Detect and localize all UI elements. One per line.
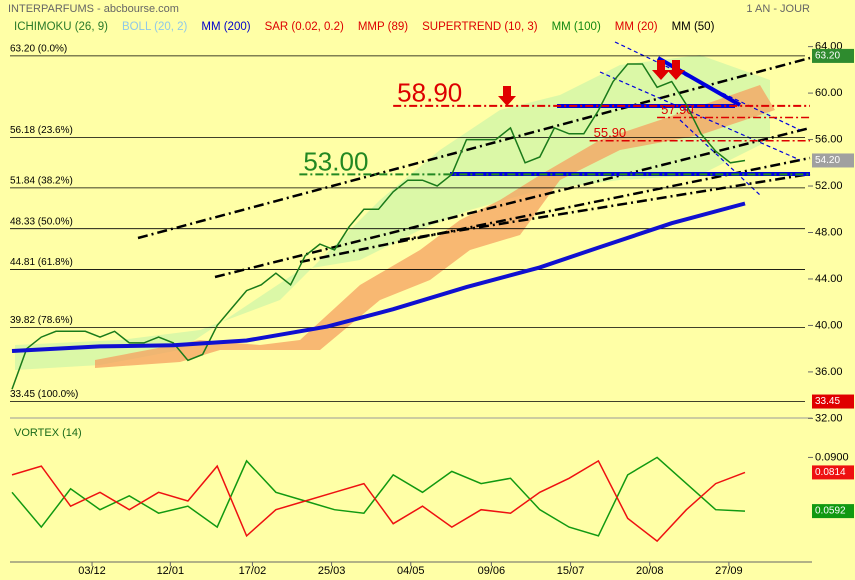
annotation-label: 55.90 xyxy=(594,125,627,140)
series-line xyxy=(11,459,746,543)
x-tick-label: 27/09 xyxy=(715,565,743,577)
x-tick-label: 12/01 xyxy=(157,565,185,577)
channel-lines xyxy=(599,41,801,196)
legend-entry: SAR (0.02, 0.2) xyxy=(265,21,344,33)
y-tick-label: 0.0900 xyxy=(815,451,849,463)
series-line xyxy=(11,201,746,353)
level-label: 33.45 (100.0%) xyxy=(10,389,78,400)
period: 1 AN - JOUR xyxy=(746,3,810,15)
y-tick-label: 56.00 xyxy=(815,133,843,145)
annotation-label: 58.90 xyxy=(397,78,462,108)
legend-entry: MM (100) xyxy=(552,21,601,33)
x-tick-label: 03/12 xyxy=(78,565,106,577)
annotation-label: 57.90 xyxy=(661,102,694,117)
legend-entry: BOLL (20, 2) xyxy=(122,21,188,33)
last-value-box xyxy=(812,504,854,519)
legend-entry: ICHIMOKU (26, 9) xyxy=(14,21,108,33)
level-label: 56.18 (23.6%) xyxy=(10,125,73,136)
y-tick-label: 36.00 xyxy=(815,366,843,378)
x-tick-label: 25/03 xyxy=(318,565,346,577)
legend-entry: MMP (89) xyxy=(358,21,408,33)
annotation-label: 53.00 xyxy=(303,146,368,176)
price-box-label: 63.20 xyxy=(815,51,840,62)
y-tick-label: 60.00 xyxy=(815,87,843,99)
legend-entry: MM (20) xyxy=(615,21,658,33)
last-value-label: 0.0592 xyxy=(815,506,846,517)
price-box-label: 33.45 xyxy=(815,396,840,407)
price-box xyxy=(812,48,854,63)
title: INTERPARFUMS - abcbourse.com xyxy=(8,3,179,15)
level-label: 39.82 (78.6%) xyxy=(10,315,73,326)
legend-entry: SUPERTREND (10, 3) xyxy=(422,21,538,33)
last-value-box xyxy=(812,465,854,480)
legend-entry: MM (50) xyxy=(672,21,715,33)
series-line xyxy=(11,63,746,390)
x-tick-label: 09/06 xyxy=(478,565,506,577)
legend-entry: MM (200) xyxy=(201,21,250,33)
y-tick-label: 32.00 xyxy=(815,412,843,424)
price-box-label: 54.20 xyxy=(815,155,840,166)
x-tick-label: 15/07 xyxy=(557,565,585,577)
series-line xyxy=(11,456,746,537)
y-tick-label: 48.00 xyxy=(815,226,843,238)
bollinger-band xyxy=(15,55,770,370)
y-tick-label: 44.00 xyxy=(815,273,843,285)
level-label: 51.84 (38.2%) xyxy=(10,176,73,187)
y-tick-label: 40.00 xyxy=(815,319,843,331)
resistance-line xyxy=(657,56,741,107)
x-tick-label: 17/02 xyxy=(239,565,267,577)
y-tick-label: 52.00 xyxy=(815,180,843,192)
price-box xyxy=(812,153,854,168)
last-value-label: 0.0814 xyxy=(815,467,846,478)
x-tick-label: 04/05 xyxy=(397,565,425,577)
level-label: 44.81 (61.8%) xyxy=(10,257,73,268)
price-box xyxy=(812,394,854,409)
ichimoku-cloud xyxy=(95,85,775,368)
x-tick-label: 20/08 xyxy=(636,565,664,577)
arrows xyxy=(498,60,685,106)
panel-title: VORTEX (14) xyxy=(14,427,82,439)
level-label: 48.33 (50.0%) xyxy=(10,216,73,227)
level-label: 63.20 (0.0%) xyxy=(10,44,67,55)
